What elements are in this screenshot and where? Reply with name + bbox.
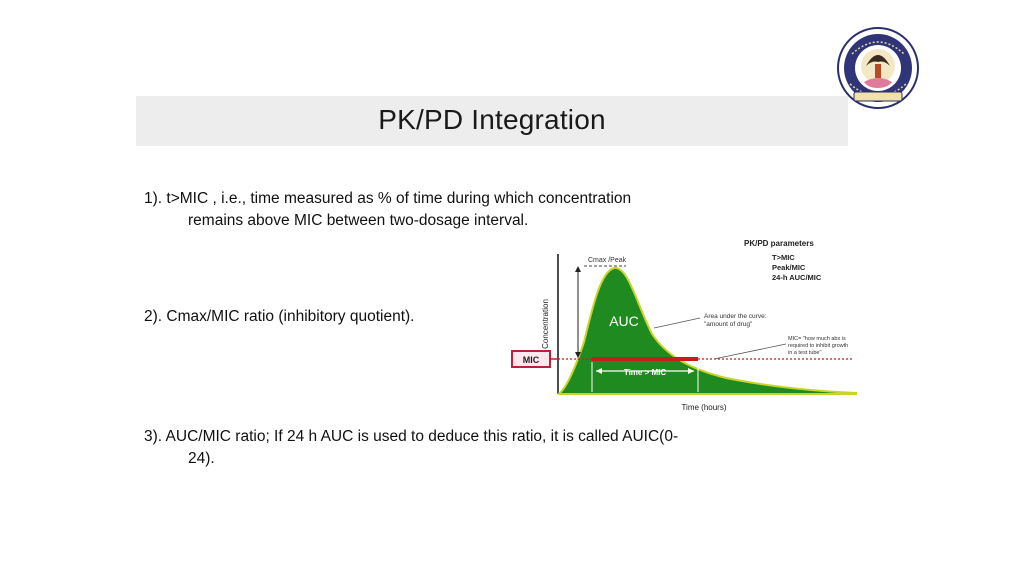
- parameter-auc-mic: 24-h AUC/MIC: [772, 273, 822, 282]
- pkpd-diagram: Cmax /Peak MIC Time > MIC AUC Area under…: [511, 239, 857, 412]
- title-bar: PK/PD Integration: [136, 96, 848, 146]
- y-axis-label: Concentration: [541, 299, 550, 349]
- pkpd-figure: Cmax /Peak MIC Time > MIC AUC Area under…: [504, 232, 864, 416]
- point-2: 2). Cmax/MIC ratio (inhibitory quotient)…: [144, 308, 415, 325]
- auc-label: AUC: [609, 313, 639, 329]
- point-1-line-2: remains above MIC between two-dosage int…: [188, 212, 529, 229]
- slide-title: PK/PD Integration: [378, 104, 606, 135]
- mic-note-line-2: required to inhibit growth: [788, 343, 848, 349]
- point-3-line-1: 3). AUC/MIC ratio; If 24 h AUC is used t…: [144, 428, 679, 445]
- parameters-title: PK/PD parameters: [744, 239, 814, 248]
- cmax-label: Cmax /Peak: [588, 257, 627, 264]
- mic-box-label: MIC: [523, 355, 540, 365]
- concentration-curve: [557, 267, 857, 395]
- university-seal-icon: [837, 27, 919, 109]
- point-1: 1). t>MIC , i.e., time measured as % of …: [144, 188, 631, 232]
- auc-note-line-2: "amount of drug": [704, 321, 753, 328]
- point-1-line-1: 1). t>MIC , i.e., time measured as % of …: [144, 190, 632, 207]
- time-above-mic-label: Time > MIC: [624, 368, 667, 377]
- point-3-line-2: 24).: [188, 450, 215, 467]
- point-3: 3). AUC/MIC ratio; If 24 h AUC is used t…: [144, 426, 844, 470]
- mic-note-line-3: in a test tube": [788, 350, 821, 356]
- x-axis-label: Time (hours): [681, 403, 726, 412]
- parameter-peak-mic: Peak/MIC: [772, 263, 806, 272]
- auc-note-line-1: Area under the curve:: [704, 313, 767, 320]
- university-seal-logo: [836, 26, 920, 112]
- mic-note-line-1: MIC= "how much abx is: [788, 336, 846, 342]
- parameter-t-mic: T>MIC: [772, 253, 795, 262]
